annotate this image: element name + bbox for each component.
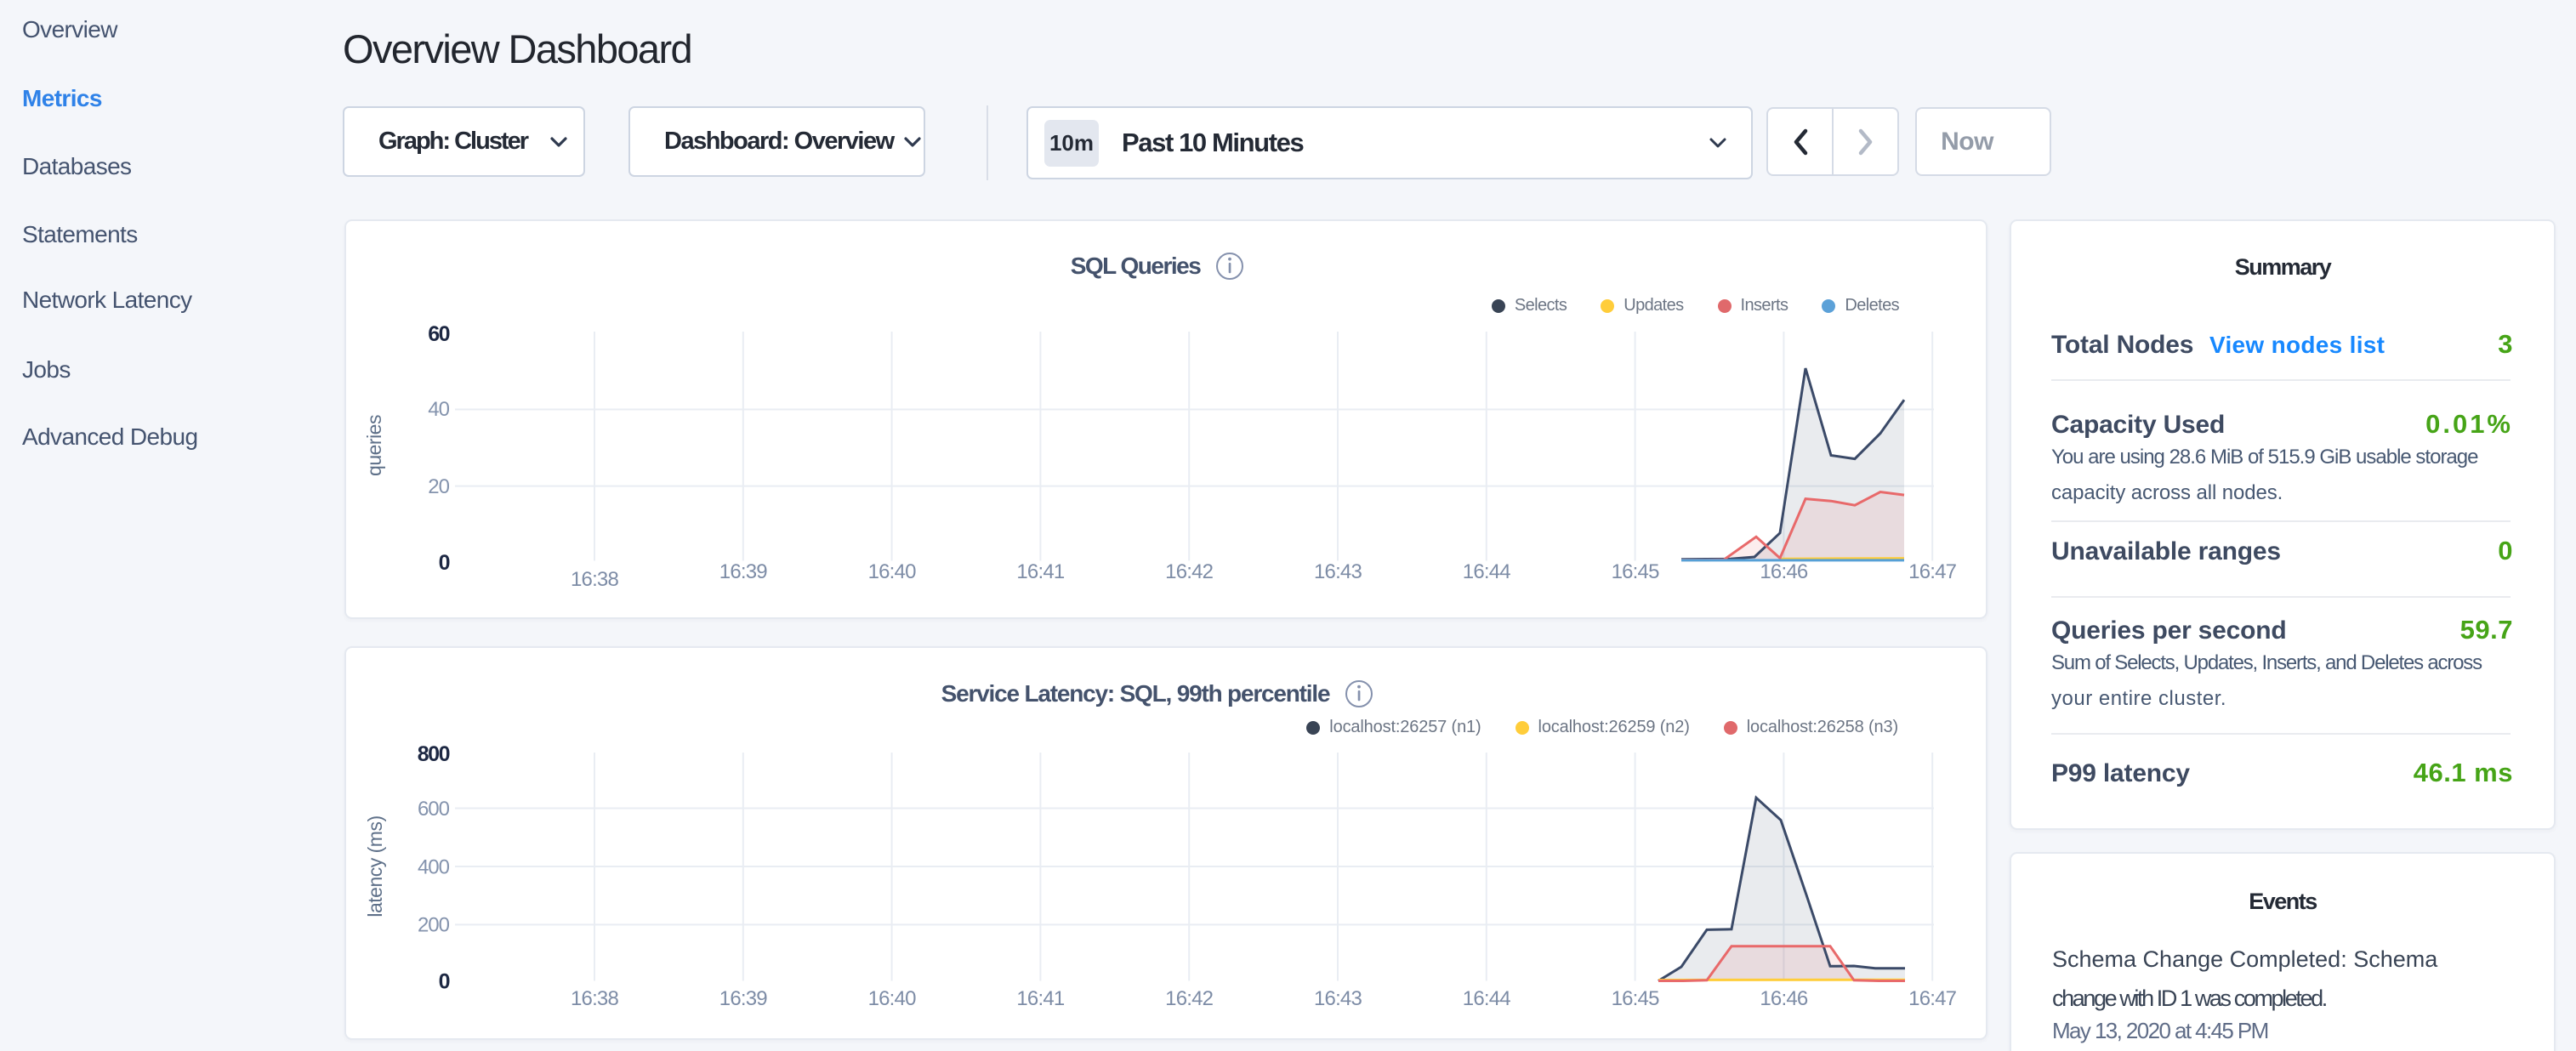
svg-text:16:47: 16:47 xyxy=(1908,560,1957,583)
svg-text:16:41: 16:41 xyxy=(1016,560,1065,583)
svg-text:20: 20 xyxy=(428,475,449,498)
svg-text:800: 800 xyxy=(418,742,450,766)
svg-text:16:40: 16:40 xyxy=(868,560,917,583)
svg-text:16:42: 16:42 xyxy=(1165,987,1214,1010)
svg-text:16:45: 16:45 xyxy=(1612,987,1660,1010)
svg-text:16:44: 16:44 xyxy=(1463,560,1511,583)
svg-text:200: 200 xyxy=(418,914,450,937)
svg-text:16:46: 16:46 xyxy=(1760,987,1808,1010)
svg-text:600: 600 xyxy=(418,798,450,821)
svg-text:latency (ms): latency (ms) xyxy=(364,815,386,917)
svg-text:queries: queries xyxy=(363,415,385,476)
svg-text:0: 0 xyxy=(439,969,450,993)
svg-text:16:39: 16:39 xyxy=(719,560,768,583)
svg-text:40: 40 xyxy=(428,398,449,421)
svg-text:60: 60 xyxy=(428,322,449,346)
svg-text:16:38: 16:38 xyxy=(571,568,619,591)
svg-text:16:38: 16:38 xyxy=(571,987,619,1010)
svg-text:16:39: 16:39 xyxy=(719,987,768,1010)
svg-text:16:47: 16:47 xyxy=(1908,987,1957,1010)
svg-text:16:44: 16:44 xyxy=(1463,987,1511,1010)
svg-text:16:40: 16:40 xyxy=(868,987,917,1010)
svg-text:16:45: 16:45 xyxy=(1612,560,1660,583)
svg-text:16:46: 16:46 xyxy=(1760,560,1808,583)
svg-text:16:43: 16:43 xyxy=(1314,987,1362,1010)
svg-text:0: 0 xyxy=(439,551,450,575)
svg-text:16:42: 16:42 xyxy=(1165,560,1214,583)
svg-text:400: 400 xyxy=(418,855,450,878)
svg-text:16:43: 16:43 xyxy=(1314,560,1362,583)
svg-text:16:41: 16:41 xyxy=(1016,987,1065,1010)
